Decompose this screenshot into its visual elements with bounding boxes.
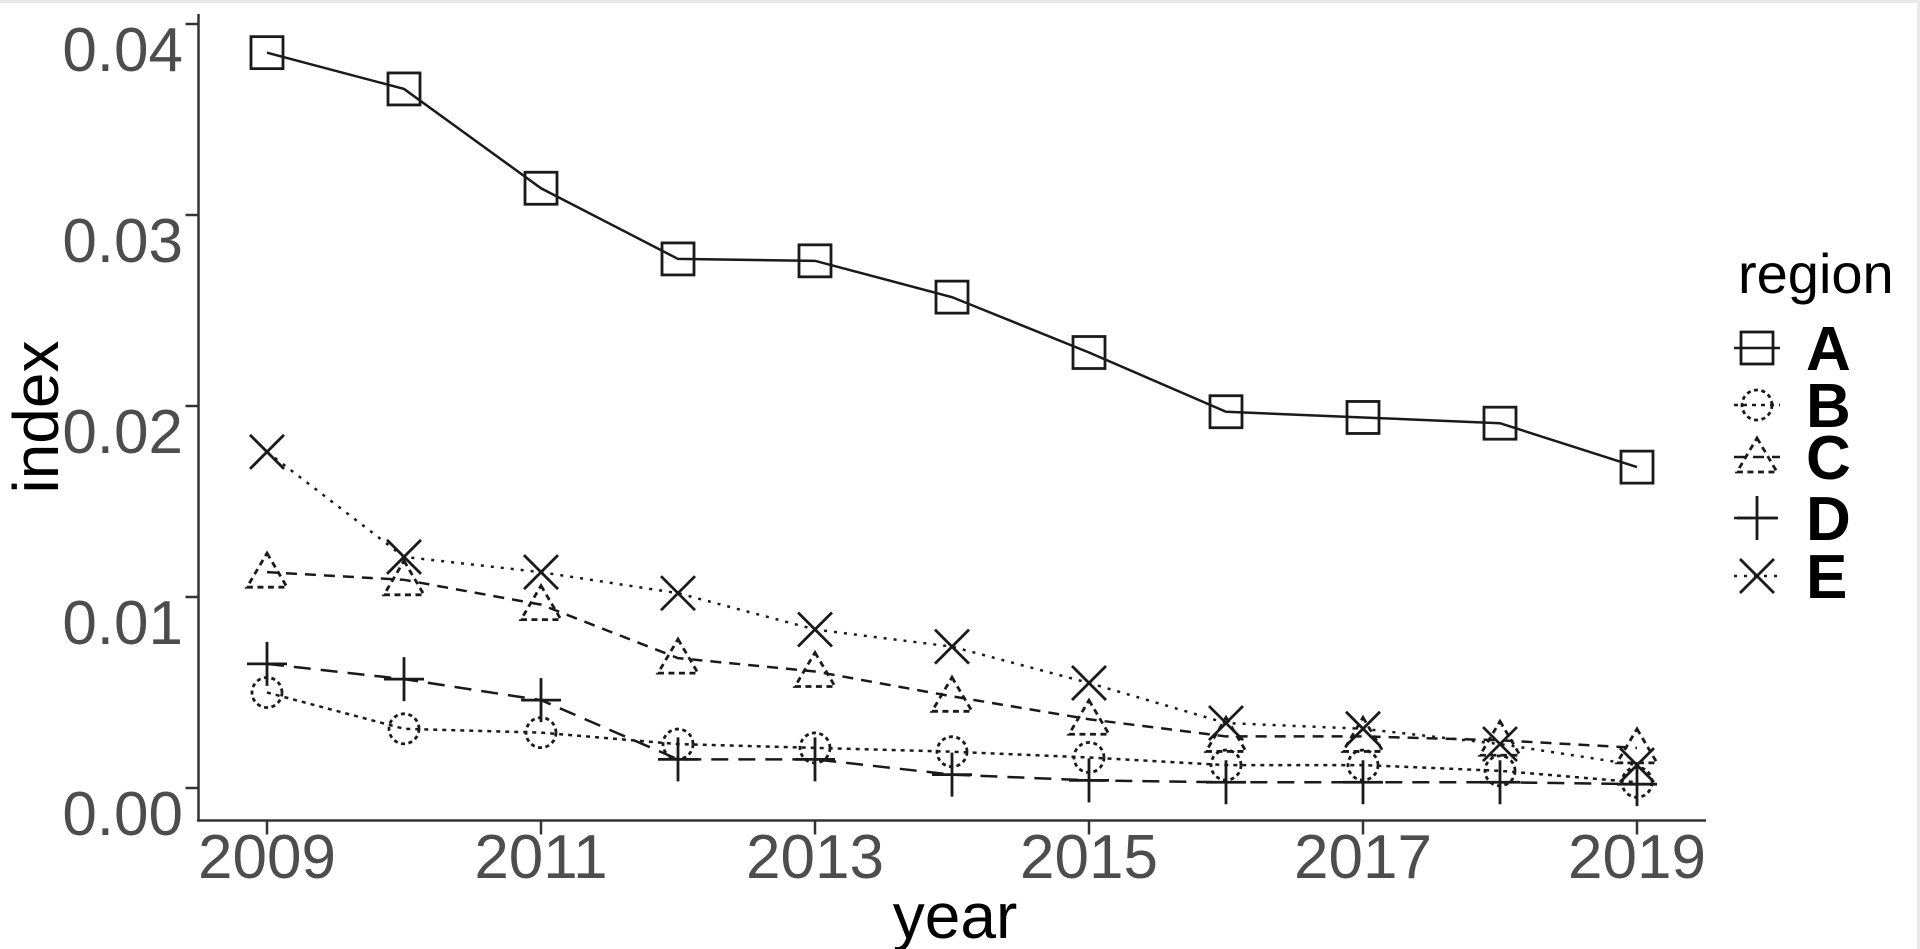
circle-marker	[387, 712, 421, 746]
square-marker	[660, 241, 696, 277]
x-marker	[1482, 726, 1518, 763]
square-marker	[249, 35, 285, 71]
series-D	[247, 641, 1657, 807]
y-axis: 0.00 0.01 0.02 0.03 0.04	[62, 16, 199, 849]
x-tick-label: 2011	[474, 823, 607, 892]
plus-marker	[658, 737, 698, 782]
series-E-line	[266, 450, 1638, 767]
triangle-marker	[655, 636, 701, 675]
x-marker	[1071, 664, 1107, 701]
triangle-marker	[518, 582, 564, 622]
x-tick-label: 2013	[746, 823, 884, 892]
plus-marker	[1617, 762, 1657, 807]
square-marker	[1619, 449, 1655, 485]
x-axis-title: year	[893, 880, 1018, 949]
legend-item-E: E	[1734, 543, 1847, 612]
x-tick-label: 2009	[198, 823, 336, 892]
y-tick-label: 0.00	[62, 780, 183, 849]
x-marker	[934, 628, 970, 665]
plus-marker	[247, 641, 287, 686]
series-C-line	[266, 570, 1638, 750]
x-marker	[523, 554, 559, 591]
legend-item-B: B	[1734, 372, 1851, 441]
square-marker	[1739, 330, 1775, 366]
plus-marker	[932, 752, 972, 797]
legend-item-C: C	[1734, 424, 1851, 493]
legend-title: region	[1738, 242, 1894, 305]
triangle-marker	[792, 649, 838, 688]
series-A-line	[266, 51, 1638, 469]
triangle-marker	[1734, 435, 1780, 474]
x-marker	[797, 611, 833, 648]
plus-marker	[795, 737, 835, 782]
plus-marker	[1206, 760, 1246, 805]
y-tick-label: 0.02	[62, 398, 183, 467]
window-top-edge	[0, 0, 1920, 3]
legend-label-A: A	[1806, 315, 1851, 384]
circle-marker	[1740, 388, 1774, 422]
y-tick-label: 0.01	[62, 589, 183, 658]
x-tick-label: 2019	[1568, 823, 1706, 892]
square-marker	[1345, 400, 1381, 435]
plus-marker	[521, 678, 561, 723]
triangle-marker	[1614, 726, 1660, 765]
series-A	[249, 35, 1655, 485]
plus-marker	[1480, 760, 1520, 805]
square-marker	[934, 279, 970, 315]
x-marker	[1345, 710, 1381, 747]
triangle-marker	[381, 558, 427, 597]
triangle-marker	[1477, 718, 1523, 757]
triangle-marker	[929, 674, 975, 713]
legend-label-C: C	[1806, 424, 1851, 493]
legend-item-D: D	[1734, 485, 1851, 554]
square-marker	[523, 170, 559, 206]
x-tick-label: 2017	[1294, 823, 1432, 892]
legend-label-B: B	[1806, 372, 1851, 441]
square-marker	[386, 71, 422, 107]
series-C	[244, 550, 1660, 765]
x-marker	[1208, 705, 1244, 742]
triangle-marker	[1340, 714, 1386, 753]
legend-label-D: D	[1806, 485, 1851, 554]
legend-label-E: E	[1806, 543, 1847, 612]
triangle-marker	[1066, 697, 1112, 736]
plus-marker	[1069, 758, 1109, 803]
square-marker	[797, 243, 833, 279]
plus-marker	[384, 657, 424, 702]
square-marker	[1071, 335, 1107, 370]
series-D-line	[266, 662, 1638, 786]
y-tick-label: 0.04	[62, 16, 183, 85]
x-tick-label: 2015	[1020, 823, 1158, 892]
legend-item-A: A	[1734, 315, 1851, 384]
plus-marker	[1737, 496, 1777, 540]
plus-marker	[1343, 760, 1383, 805]
series-E	[249, 433, 1655, 784]
x-marker	[249, 433, 285, 470]
y-tick-label: 0.03	[62, 207, 183, 276]
window-right-edge	[1917, 0, 1920, 949]
y-axis-title: index	[0, 341, 72, 494]
triangle-marker	[244, 550, 290, 589]
x-marker	[386, 538, 422, 575]
square-marker	[1482, 405, 1518, 441]
x-marker	[1619, 747, 1655, 784]
x-marker	[660, 575, 696, 612]
square-marker	[1208, 394, 1244, 430]
x-axis: 2009 2011 2013 2015 2017 2019	[198, 821, 1706, 892]
x-marker	[1739, 558, 1775, 594]
